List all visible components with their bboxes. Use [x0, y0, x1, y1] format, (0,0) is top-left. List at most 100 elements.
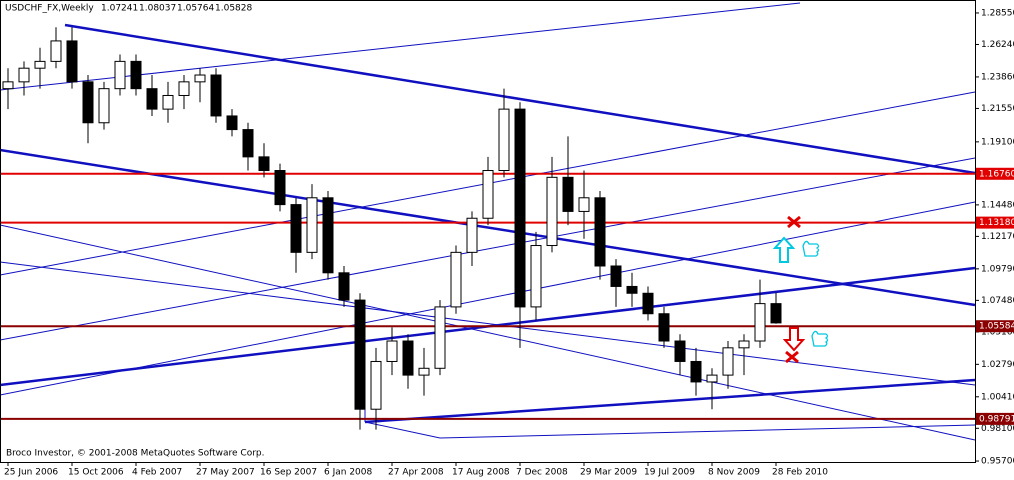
candle-body — [322, 197, 334, 274]
trend-line — [64, 23, 976, 175]
candle-body — [194, 74, 206, 83]
candle-body — [370, 360, 382, 410]
candle-body — [594, 197, 606, 267]
chart-title: USDCHF_FX,Weekly — [5, 4, 94, 14]
candle-body — [450, 251, 462, 308]
candle-body — [226, 115, 238, 131]
y-tick-label: 1.12170 — [981, 232, 1014, 242]
trend-line — [0, 261, 976, 386]
level-label-box — [976, 216, 1014, 229]
candle-body — [562, 176, 574, 212]
level-label-box — [976, 320, 1014, 333]
candle-body — [690, 360, 702, 383]
thumb-icon — [802, 240, 820, 257]
x-tick-label: 27 Apr 2008 — [388, 468, 444, 478]
x-tick-label: 4 Feb 2007 — [132, 468, 182, 478]
candle-body — [754, 303, 766, 342]
y-tick-label: 0.95700 — [981, 457, 1014, 467]
header-close: 1.05828 — [215, 4, 252, 14]
candle-body — [290, 204, 302, 253]
trend-line — [364, 378, 976, 424]
candle-body — [146, 88, 158, 110]
y-tick-label: 1.05160 — [981, 328, 1014, 338]
down-arrow — [782, 327, 806, 352]
x-tick-label: 15 Oct 2006 — [68, 468, 124, 478]
candle-body — [578, 197, 590, 212]
candle-body — [674, 340, 686, 362]
candle-body — [722, 347, 734, 376]
candle-body — [18, 67, 30, 83]
candle-body — [2, 81, 14, 90]
y-tick-label: 1.19100 — [981, 137, 1014, 147]
candle-body — [354, 299, 366, 410]
x-tick-label: 29 Mar 2009 — [580, 468, 637, 478]
candle-body — [642, 292, 654, 315]
candle-body — [178, 81, 190, 96]
candle-body — [306, 197, 318, 253]
candle-body — [626, 285, 638, 294]
candle-body — [530, 245, 542, 308]
up-arrow — [772, 236, 796, 263]
candle-body — [514, 108, 526, 308]
candle-body — [82, 81, 94, 124]
y-tick-label: 1.09790 — [981, 264, 1014, 274]
candle-body — [338, 272, 350, 301]
header-low: 1.05764 — [177, 4, 214, 14]
header-open: 1.07241 — [101, 4, 138, 14]
trend-line — [364, 421, 441, 439]
x-tick-label: 16 Sep 2007 — [260, 468, 317, 478]
y-tick-label: 1.02790 — [981, 360, 1014, 370]
copyright: Broco Investor, © 2001-2008 MetaQuotes S… — [6, 449, 265, 459]
candle-body — [610, 265, 622, 287]
y-tick-label: 1.07480 — [981, 296, 1014, 306]
level-label: 1.16760 — [979, 169, 1014, 179]
level-label: 1.05584 — [979, 322, 1014, 332]
signals — [772, 215, 829, 364]
candle-body — [770, 303, 782, 324]
candle-body — [242, 129, 254, 158]
trend-line — [0, 201, 976, 396]
candle-body — [434, 306, 446, 369]
x-tick-label: 6 Jan 2008 — [324, 468, 372, 478]
candle-body — [274, 170, 286, 206]
candle-body — [66, 40, 78, 83]
candles — [2, 27, 782, 430]
plot-frame — [0, 0, 976, 463]
candle-body — [114, 60, 126, 90]
x-tick-label: 28 Feb 2010 — [772, 468, 828, 478]
y-tick-label: 1.14480 — [981, 200, 1014, 210]
candle-body — [658, 313, 670, 342]
x-tick-label: 19 Jul 2009 — [644, 468, 695, 478]
x-tick-label: 27 May 2007 — [196, 468, 255, 478]
level-label-box — [976, 412, 1014, 425]
candle-body — [418, 367, 430, 376]
candle-body — [130, 60, 142, 90]
y-tick-label: 1.28550 — [981, 8, 1014, 18]
header-high: 1.08037 — [139, 4, 176, 14]
trend-line — [0, 224, 976, 441]
trend-line — [0, 148, 976, 307]
candle-body — [738, 340, 750, 349]
candle-body — [386, 340, 398, 362]
y-tick-label: 1.21550 — [981, 104, 1014, 114]
level-label: 0.98791 — [979, 414, 1014, 424]
y-tick-label: 1.23860 — [981, 72, 1014, 82]
x-tick-label: 17 Aug 2008 — [452, 468, 510, 478]
thumb-icon — [811, 330, 829, 347]
candle-body — [210, 74, 222, 117]
candle-body — [498, 108, 510, 172]
candle-body — [546, 176, 558, 247]
candle-body — [162, 94, 174, 110]
candle-body — [258, 156, 270, 172]
cross-marker — [787, 215, 801, 229]
level-label-box — [976, 167, 1014, 180]
candle-body — [34, 60, 46, 69]
trend-line — [439, 424, 976, 439]
x-tick-label: 25 Jun 2006 — [4, 468, 58, 478]
candle-body — [482, 170, 494, 219]
